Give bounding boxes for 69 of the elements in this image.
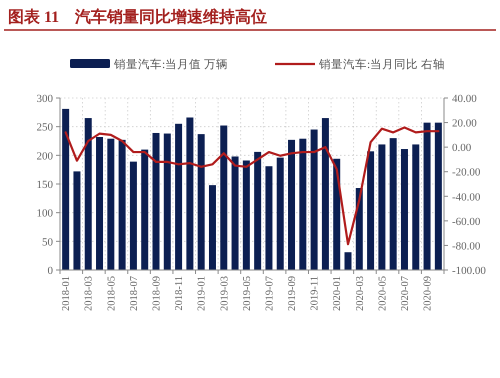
bar — [400, 149, 408, 270]
bar — [84, 118, 92, 270]
bar — [333, 158, 340, 270]
y2-tick-label: 0.00 — [452, 142, 472, 154]
x-tick-label: 2018-09 — [152, 276, 162, 311]
bar — [265, 166, 272, 270]
x-tick-label: 2018-07 — [128, 276, 140, 311]
x-tick-label: 2018-05 — [106, 276, 118, 311]
bar — [152, 132, 160, 270]
bar — [96, 136, 104, 270]
bar — [220, 126, 228, 270]
bar — [242, 160, 250, 270]
x-tick-label: 2020-07 — [400, 276, 411, 311]
bar — [434, 122, 442, 270]
bar — [232, 156, 239, 270]
legend-label: 销量汽车:当月值 万辆 — [113, 57, 228, 71]
y-tick-label: 300 — [36, 93, 54, 105]
bar — [141, 150, 148, 270]
bar — [310, 130, 318, 270]
x-tick-label: 2019-11 — [310, 276, 321, 311]
y-tick-label: 0 — [48, 265, 54, 277]
x-tick-label: 2019-05 — [242, 276, 253, 311]
bar — [186, 117, 194, 270]
bar — [344, 252, 352, 270]
y2-tick-label: -60.00 — [452, 216, 481, 228]
bar — [424, 122, 431, 270]
x-tick-label: 2020-09 — [422, 276, 434, 311]
y2-tick-label: 40.00 — [452, 93, 478, 105]
legend-label: 销量汽车:当月同比 右轴 — [318, 57, 446, 71]
x-tick-label: 2019-09 — [287, 276, 298, 311]
bar — [198, 134, 205, 270]
y2-tick-label: -20.00 — [452, 166, 481, 179]
y-tick-label: 50 — [42, 236, 54, 248]
bar — [322, 118, 329, 270]
bar — [276, 158, 284, 270]
bar — [288, 140, 296, 270]
x-tick-label: 2018-11 — [174, 276, 186, 311]
title: 图表 11 汽车销量同比增速维持高位 — [8, 9, 268, 26]
bar — [412, 144, 420, 270]
y-tick-label: 200 — [36, 150, 54, 162]
bar — [107, 138, 114, 270]
x-tick-label: 2019-01 — [196, 276, 208, 311]
bar — [299, 138, 306, 270]
bar — [62, 108, 70, 270]
x-tick-label: 2020-01 — [332, 276, 344, 311]
bar — [356, 188, 363, 270]
bar — [73, 171, 80, 270]
y-tick-label: 100 — [36, 208, 54, 220]
y2-tick-label: -100.00 — [452, 265, 486, 277]
bar — [390, 138, 397, 270]
bar — [130, 162, 137, 270]
bar — [367, 151, 374, 270]
x-tick-label: 2020-05 — [377, 276, 388, 311]
y-tick-label: 150 — [36, 179, 54, 191]
y2-tick-label: 20.00 — [452, 118, 478, 130]
y2-tick-label: -80.00 — [452, 240, 481, 252]
bar — [254, 152, 262, 270]
bar — [208, 185, 216, 270]
bar — [164, 134, 171, 270]
x-tick-label: 2018-03 — [84, 276, 95, 311]
bar — [175, 124, 182, 270]
x-tick-label: 2018-01 — [61, 276, 72, 311]
y2-tick-label: -40.00 — [452, 191, 481, 204]
bar — [118, 140, 126, 270]
bar — [378, 144, 386, 270]
y-tick-label: 250 — [36, 122, 54, 134]
x-tick-label: 2019-03 — [219, 276, 230, 311]
x-tick-label: 2020-03 — [354, 276, 366, 311]
x-tick-label: 2019-07 — [264, 276, 276, 311]
